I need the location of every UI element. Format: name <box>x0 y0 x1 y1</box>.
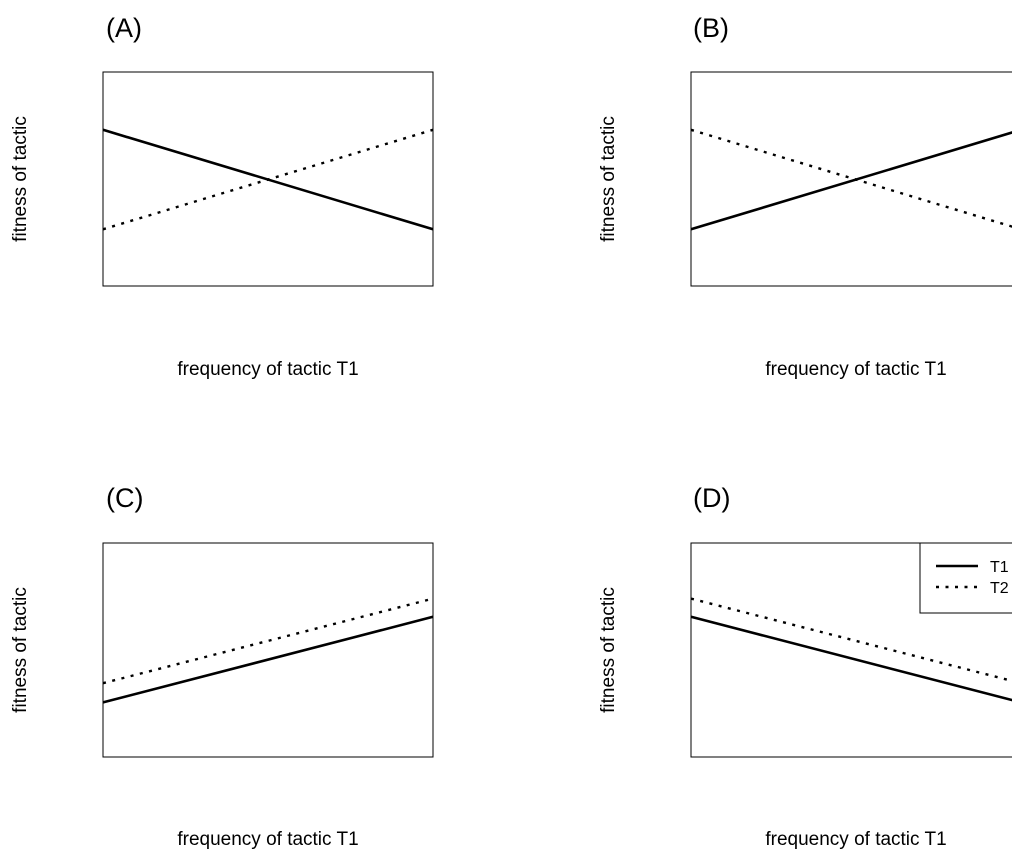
panel-title: (A) <box>106 13 142 43</box>
series-line-t1 <box>102 615 434 704</box>
panel-title: (D) <box>693 483 730 513</box>
y-axis-label: fitness of tactic <box>598 587 619 713</box>
panel-title: (C) <box>106 483 143 513</box>
plot-frame <box>690 542 1012 758</box>
series-line-t2 <box>102 128 434 231</box>
x-axis-label: frequency of tactic T1 <box>765 829 946 850</box>
legend-label-t1: T1 <box>990 559 1009 576</box>
panel-title: (B) <box>693 13 729 43</box>
y-axis-label: fitness of tactic <box>10 587 31 713</box>
plot-frame <box>102 542 434 758</box>
y-axis-label: fitness of tactic <box>598 116 619 242</box>
chart-panel-1: (B) frequency of tactic T1 fitness of tact… <box>598 13 1012 380</box>
legend-box <box>919 542 1012 614</box>
legend-label-t2: T2 <box>990 580 1009 597</box>
chart-panel-2: (C) frequency of tactic T1 fitness of tact… <box>10 483 434 850</box>
series-line-t2 <box>690 128 1012 228</box>
series-line-t2 <box>102 597 434 685</box>
x-axis-label: frequency of tactic T1 <box>177 359 358 380</box>
x-axis-label: frequency of tactic T1 <box>177 829 358 850</box>
series-line-t1 <box>690 615 1012 702</box>
plot-frame <box>102 71 434 287</box>
x-axis-label: frequency of tactic T1 <box>765 359 946 380</box>
y-axis-label: fitness of tactic <box>10 116 31 242</box>
chart-panel-3: (D) frequency of tactic T1 fitness of tact… <box>598 483 1012 850</box>
plot-frame <box>690 71 1012 287</box>
chart-panel-0: (A) frequency of tactic T1 fitness of tact… <box>10 13 434 380</box>
